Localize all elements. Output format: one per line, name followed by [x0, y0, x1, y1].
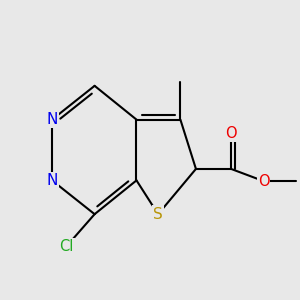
- Text: Cl: Cl: [59, 239, 74, 254]
- Text: N: N: [46, 173, 58, 188]
- Text: O: O: [225, 126, 237, 141]
- Text: O: O: [258, 174, 269, 189]
- Text: S: S: [153, 207, 163, 222]
- Text: N: N: [46, 112, 58, 127]
